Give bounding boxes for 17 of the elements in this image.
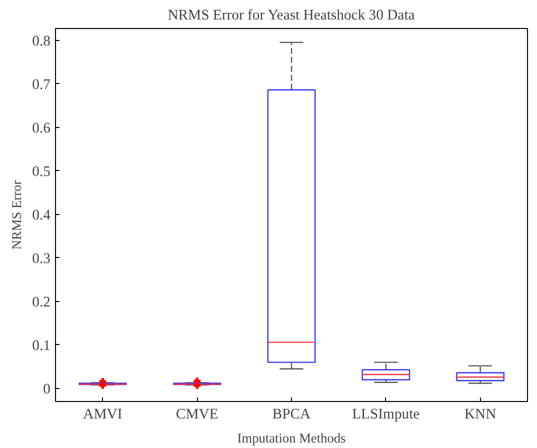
y-tick-label: 0.1 bbox=[32, 338, 51, 354]
chart-title: NRMS Error for Yeast Heatshock 30 Data bbox=[168, 8, 416, 24]
y-tick-label: 0.3 bbox=[32, 250, 51, 267]
x-tick-label: LLSImpute bbox=[352, 406, 420, 422]
y-tick-label: 0.5 bbox=[32, 164, 51, 180]
x-tick-label: BPCA bbox=[272, 406, 312, 422]
y-tick-label: 0.7 bbox=[32, 76, 51, 93]
y-tick-label: 0.8 bbox=[32, 33, 51, 50]
y-tick-label: 0.4 bbox=[32, 207, 52, 224]
x-tick-label: CMVE bbox=[176, 406, 218, 422]
y-tick-label: 0.2 bbox=[32, 294, 51, 310]
x-tick-label: AMVI bbox=[83, 406, 122, 422]
y-tick-label: 0.6 bbox=[32, 120, 51, 136]
y-axis-title: NRMS Error bbox=[9, 180, 24, 250]
x-axis-title: Imputation Methods bbox=[237, 430, 346, 446]
x-tick-label: KNN bbox=[464, 406, 497, 422]
y-tick-label: 0 bbox=[43, 381, 50, 398]
